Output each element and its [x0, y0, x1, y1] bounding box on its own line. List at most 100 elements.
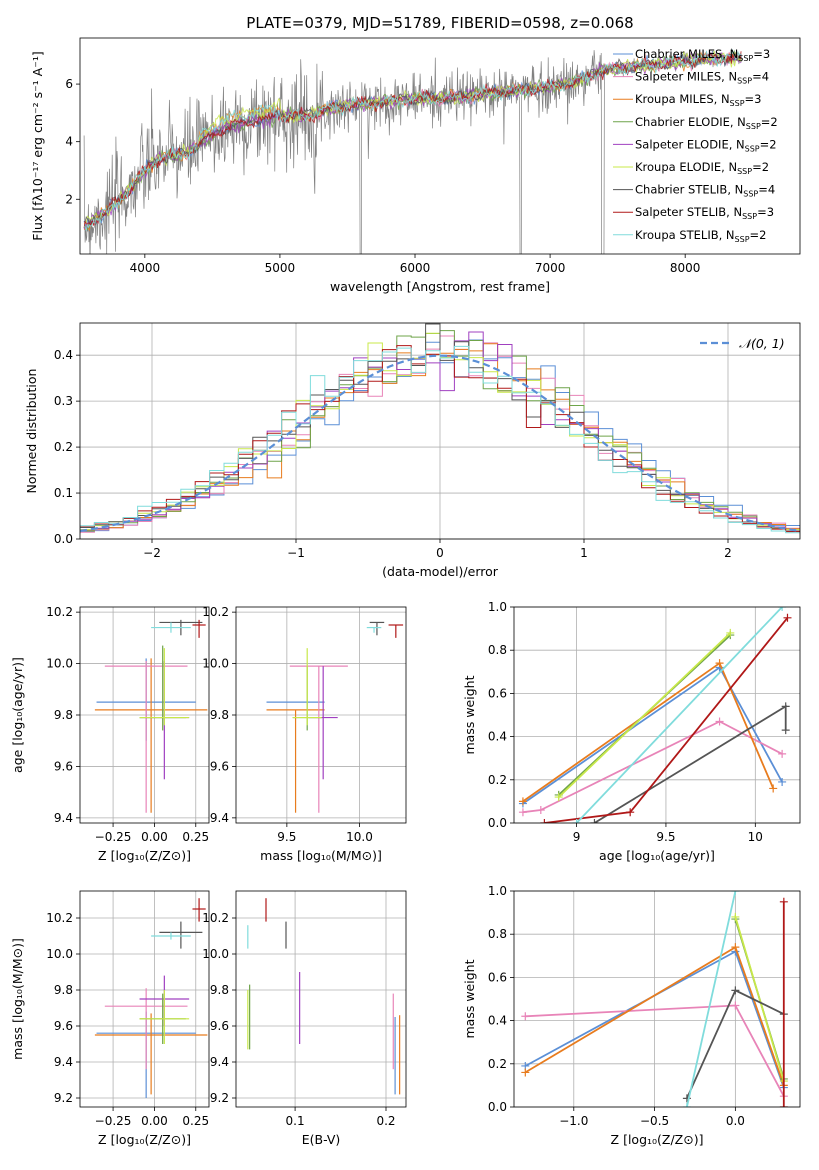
weight-series-line: [522, 720, 783, 814]
errorbar-point: [104, 988, 188, 1070]
y-tick-label: 10.0: [202, 947, 229, 961]
legend-entry: Salpeter STELIB, NSSP=3: [635, 205, 774, 221]
x-tick-label: 10.0: [346, 830, 373, 844]
weight-point-marker: [779, 897, 788, 906]
y-tick-label: 9.2: [210, 1091, 229, 1105]
weight-point-marker: [521, 1068, 530, 1077]
weight-point-marker: [781, 726, 790, 735]
legend-sub: SSP: [737, 167, 752, 176]
weight-point-marker: [540, 819, 549, 823]
legend-n: =3: [757, 205, 774, 219]
x-tick-label: 9.5: [656, 830, 675, 844]
x-tick-label: 0.2: [376, 1114, 395, 1128]
errorbar-point: [289, 665, 348, 813]
gridlines: [80, 607, 209, 823]
weight-series-line: [734, 916, 785, 1082]
y-tick-label: 0.2: [488, 773, 507, 787]
y-tick-label: 10.2: [202, 911, 229, 925]
y-tick-label: 1.0: [488, 884, 507, 898]
legend-entry: Salpeter ELODIE, NSSP=2: [635, 137, 777, 153]
legend-entry: Chabrier MILES, NSSP=3: [635, 47, 770, 63]
legend-label: Salpeter ELODIE, N: [635, 137, 745, 151]
errorbar-point: [151, 932, 191, 940]
legend-sub: SSP: [745, 144, 760, 153]
y-tick-label: 9.4: [210, 1055, 229, 1069]
plot-area: [94, 898, 208, 1098]
x-axis-label: age [log₁₀(age/yr)]: [599, 848, 715, 863]
x-tick-label: 10: [748, 830, 763, 844]
weight-point-marker: [626, 808, 635, 817]
y-tick-label: 0.2: [488, 1057, 507, 1071]
axes-frame: [79, 322, 801, 540]
x-tick-label: −0.25: [95, 830, 132, 844]
x-axis-label: Z [log₁₀(Z/Z⊙)]: [98, 848, 191, 863]
y-axis-label: Normed distribution: [24, 369, 39, 494]
legend-entry: Chabrier STELIB, NSSP=4: [635, 183, 775, 199]
y-tick-label: 10.2: [202, 605, 229, 619]
y-axis-label: mass [log₁₀(M/M⊙)]: [10, 938, 25, 1060]
weight-point-marker: [731, 912, 740, 921]
weight-point-marker: [590, 819, 599, 823]
x-tick-label: 0.1: [286, 1114, 305, 1128]
legend-entry: 𝒩(0, 1): [739, 336, 785, 351]
weight-point-marker: [521, 1012, 530, 1021]
y-tick-label: 0.4: [54, 348, 73, 362]
y-axis-label: mass weight: [462, 959, 477, 1038]
y-axis-label: mass weight: [462, 675, 477, 754]
weight-point-marker: [731, 986, 740, 995]
weight-series-line: [575, 607, 783, 823]
errorbar-point: [94, 658, 208, 813]
y-tick-label: 9.4: [54, 811, 73, 825]
weight-series-line: [522, 666, 783, 805]
plot-area: [518, 607, 792, 823]
x-tick-label: 5000: [265, 261, 296, 275]
legend-entry: Kroupa ELODIE, NSSP=2: [635, 160, 769, 176]
x-tick-label: 0.25: [182, 830, 209, 844]
y-tick-label: 9.4: [54, 1055, 73, 1069]
axes-frame: [235, 606, 407, 824]
x-tick-label: 0.00: [141, 1114, 168, 1128]
plot-area: [94, 619, 208, 813]
gridlines: [514, 890, 800, 1108]
errorbar-point: [139, 648, 190, 726]
errorbar-point: [104, 661, 188, 813]
legend-label: Chabrier MILES, N: [635, 47, 738, 61]
axes-age-vs-mass: 9.5 10.0 9.4 9.6 9.8 10.0 10.2 mass [log₁₀(M/M⊙…: [202, 605, 407, 863]
x-axis-label: E(B-V): [302, 1132, 341, 1147]
y-tick-label: 0.8: [488, 927, 507, 941]
plot-area: [247, 898, 401, 1095]
y-tick-label: 10.0: [46, 947, 73, 961]
x-tick-label: −2: [143, 546, 161, 560]
x-tick-label: 1: [580, 546, 588, 560]
legend-sub: SSP: [735, 235, 750, 244]
histogram-step: [80, 345, 800, 535]
axes-spectrum: 4000 5000 6000 7000 8000 2 4 6 wavelength [Angst…: [30, 14, 801, 294]
y-tick-label: 9.2: [54, 1091, 73, 1105]
weight-point-marker: [554, 793, 563, 802]
legend-n: =2: [750, 228, 767, 242]
x-tick-label: 4000: [130, 261, 161, 275]
weight-series-line: [686, 891, 737, 1107]
legend-entry: Kroupa STELIB, NSSP=2: [635, 228, 766, 244]
x-axis-label: (data-model)/error: [382, 564, 499, 579]
legend-sub: SSP: [738, 54, 753, 63]
errorbar-point: [192, 898, 206, 922]
weight-point-marker: [731, 943, 740, 952]
y-axis-label: age [log₁₀(age/yr)]: [10, 657, 25, 773]
weight-series-line: [558, 632, 731, 798]
legend-sub: SSP: [746, 122, 761, 131]
weight-point-marker: [572, 819, 581, 823]
y-tick-label: 9.6: [210, 1019, 229, 1033]
y-tick-label: 0.4: [488, 730, 507, 744]
axes-frame: [513, 606, 801, 824]
y-tick-label: 6: [65, 77, 73, 91]
weight-point-marker: [518, 797, 527, 806]
weight-point-marker: [778, 777, 787, 786]
axes-weight-vs-Z: −1.0 −0.5 0.0 0.0 0.2 0.4 0.6 0.8 1.0 Z [log₁₀(Z/…: [462, 884, 801, 1147]
axes-mass-vs-Z: −0.25 0.00 0.25 9.2 9.4 9.6 9.8 10.0 10.2 Z [log₁…: [10, 890, 210, 1147]
weight-point-marker: [682, 1103, 691, 1107]
legend-sub: SSP: [743, 190, 758, 199]
y-tick-label: 1.0: [488, 600, 507, 614]
y-tick-label: 0.0: [488, 1100, 507, 1114]
